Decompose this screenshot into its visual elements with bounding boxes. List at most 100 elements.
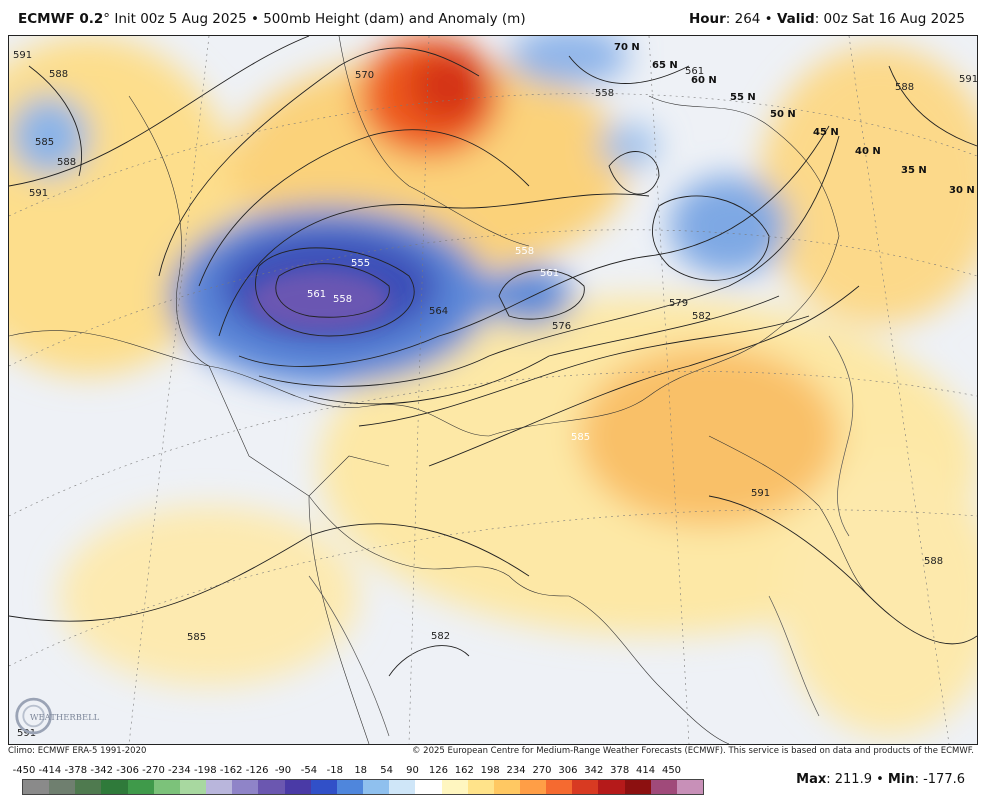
min-label: Min — [887, 772, 915, 787]
max-label: Max — [796, 772, 827, 787]
lat-label-40n: 40 N — [855, 146, 881, 157]
lat-label-35n: 35 N — [901, 165, 927, 176]
colorbar-swatch — [49, 780, 76, 794]
colorbar-tick-label: 342 — [584, 765, 604, 776]
negative-anomaly-arctic — [509, 36, 629, 86]
contour-line — [9, 36, 310, 187]
colorbar-swatch — [650, 780, 677, 794]
colorbar-tick-label: 90 — [406, 765, 419, 776]
climo-note: Climo: ECMWF ERA-5 1991-2020 — [8, 746, 147, 756]
colorbar-swatch — [493, 780, 520, 794]
contour-line — [158, 47, 480, 277]
colorbar-tick-label: -90 — [274, 765, 292, 776]
colorbar-tick-label: -450 — [12, 765, 36, 776]
negative-anomaly-small — [599, 124, 659, 168]
contour-label: 588 — [49, 69, 69, 80]
title: ECMWF 0.2° Init 00z 5 Aug 2025 • 500mb H… — [18, 11, 526, 27]
colorbar-swatch — [75, 780, 102, 794]
colorbar-swatch — [101, 780, 128, 794]
contour-label: 561 — [307, 289, 327, 300]
contour-label: 591 — [959, 74, 978, 85]
colorbar-swatch — [232, 780, 259, 794]
valid-value: : 00z Sat 16 Aug 2025 — [814, 11, 965, 27]
colorbar-swatch — [127, 780, 154, 794]
colorbar-tick-label: 414 — [636, 765, 656, 776]
contour-label: 579 — [669, 298, 689, 309]
contour-line — [358, 315, 810, 427]
colorbar-tick-label: 234 — [506, 765, 526, 776]
colorbar-swatch — [441, 780, 468, 794]
contour-label: 561 — [685, 66, 705, 77]
colorbar-tick-label: 54 — [380, 765, 393, 776]
colorbar-swatch — [546, 780, 573, 794]
height-contours — [9, 36, 977, 677]
negative-anomaly-east — [484, 266, 574, 326]
contour-label: 585 — [571, 432, 591, 443]
contour-label: 591 — [13, 50, 33, 61]
border-line — [128, 95, 210, 367]
contour-label: 582 — [431, 631, 451, 642]
colorbar-tick-label: -198 — [193, 765, 217, 776]
contour-label: 555 — [351, 258, 371, 269]
colorbar-tick-label: 378 — [610, 765, 630, 776]
colorbar-tick-label: -306 — [116, 765, 139, 776]
contour-label: 558 — [333, 294, 353, 305]
country-borders — [9, 36, 870, 744]
border-line — [308, 495, 370, 744]
contour-label: 558 — [515, 246, 535, 257]
valid-label: Valid — [776, 11, 815, 27]
colorbar — [22, 779, 704, 795]
contour-line — [9, 523, 530, 622]
model-name: ECMWF 0.2 — [18, 11, 104, 27]
deep-low-core — [249, 271, 389, 331]
lat-label-50n: 50 N — [770, 109, 796, 120]
border-line — [648, 95, 840, 237]
contour-label: 564 — [429, 306, 449, 317]
anomaly-map: 70 N 65 N 60 N 55 N 50 N 45 N 40 N 35 N … — [8, 35, 978, 745]
weatherbell-logo: WEATHERBELL — [15, 697, 100, 735]
colorbar-tick-label: -126 — [245, 765, 269, 776]
contour-label: 576 — [552, 321, 572, 332]
colorbar-swatch — [284, 780, 311, 794]
contour-label: 582 — [692, 311, 712, 322]
negative-anomaly-west — [9, 96, 89, 176]
lat-label-30n: 30 N — [949, 185, 975, 196]
colorbar-tick-label: 126 — [428, 765, 448, 776]
contour-label: 585 — [35, 137, 55, 148]
degree-sign: ° — [103, 11, 111, 27]
contour-line — [255, 247, 415, 337]
colorbar-swatch — [336, 780, 364, 794]
colorbar-tick-label: 198 — [480, 765, 500, 776]
colorbar-tick-label: 270 — [532, 765, 552, 776]
colorbar-swatch — [258, 780, 285, 794]
colorbar-swatch — [624, 780, 651, 794]
contour-line — [28, 65, 82, 177]
colorbar-tick-label: -162 — [219, 765, 243, 776]
colorbar-tick-label: -342 — [90, 765, 114, 776]
longitude-line — [848, 36, 950, 744]
contour-line — [388, 645, 470, 677]
colorbar-swatch — [415, 780, 442, 794]
contour-label: 591 — [29, 188, 49, 199]
anomaly-cores — [249, 271, 389, 331]
colorbar-swatch — [179, 780, 207, 794]
max-value: : 211.9 • — [826, 772, 888, 787]
contour-label: 591 — [751, 488, 771, 499]
contour-line — [428, 285, 860, 467]
colorbar-tick-label: 306 — [558, 765, 578, 776]
min-value: : -177.6 — [914, 772, 965, 787]
colorbar-tick-label: -378 — [64, 765, 88, 776]
colorbar-swatch — [310, 780, 337, 794]
latitude-line — [9, 509, 977, 667]
contour-label: 588 — [895, 82, 915, 93]
border-line — [708, 435, 870, 597]
colorbar-tick-label: 450 — [661, 765, 682, 776]
coastline — [768, 595, 820, 717]
border-line — [308, 495, 570, 597]
contour-line — [275, 263, 390, 318]
colorbar-swatch — [467, 780, 494, 794]
peak-positive-anomaly — [409, 51, 489, 121]
colorbar-swatch — [572, 780, 599, 794]
contour-line — [652, 195, 770, 281]
contour-label: 591 — [17, 728, 37, 739]
